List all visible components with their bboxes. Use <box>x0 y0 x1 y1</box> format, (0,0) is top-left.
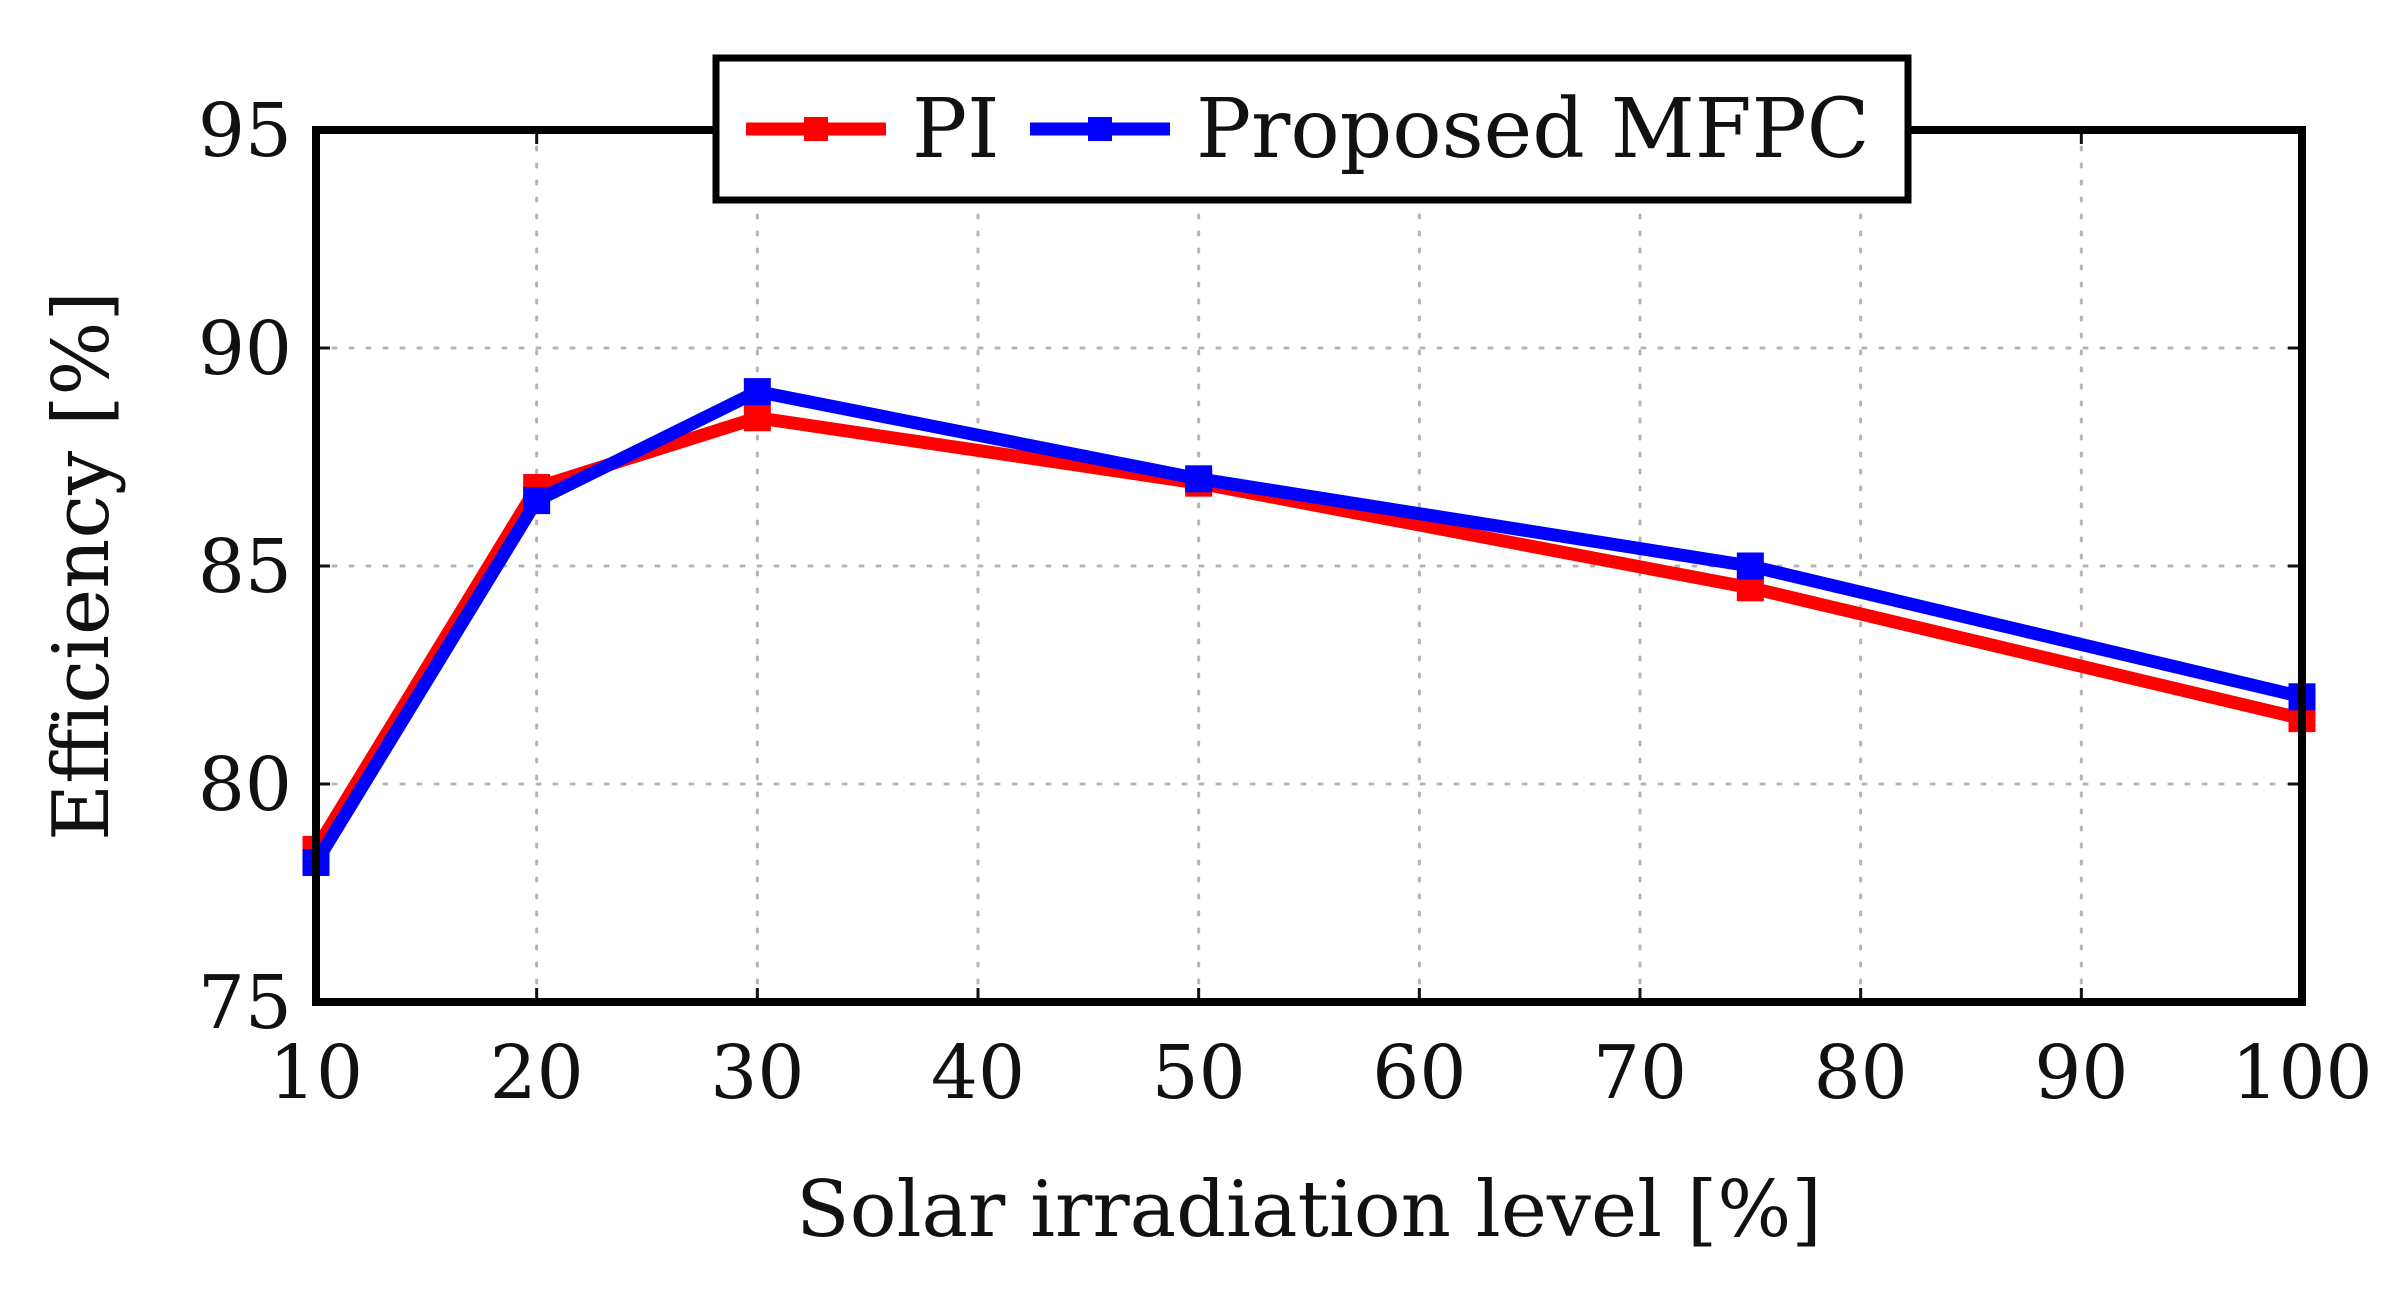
x-tick-label: 20 <box>490 1030 584 1116</box>
x-tick-label: 100 <box>2231 1030 2372 1116</box>
data-point <box>1736 552 1764 580</box>
x-tick-label: 50 <box>1152 1030 1246 1116</box>
x-tick-labels: 10 20 30 40 50 60 70 80 90 100 <box>269 1030 2373 1116</box>
y-tick-labels: 75 80 85 90 95 <box>198 88 292 1046</box>
legend-box <box>712 54 1912 204</box>
y-tick-label: 85 <box>198 524 292 610</box>
plot-area-frame <box>312 126 2306 1006</box>
y-tick-label: 95 <box>198 88 292 174</box>
grid <box>314 128 2304 1004</box>
series-group <box>302 378 2316 876</box>
data-point <box>743 404 771 432</box>
data-point <box>743 378 771 406</box>
x-axis-title: Solar irradiation level [%] <box>796 1165 1822 1255</box>
series-proposed-mfpc <box>302 378 2316 876</box>
data-point <box>523 487 551 515</box>
x-tick-label: 90 <box>2034 1030 2128 1116</box>
legend-swatch-marker <box>804 117 828 141</box>
x-tick-label: 80 <box>1814 1030 1908 1116</box>
x-tick-label: 40 <box>931 1030 1025 1116</box>
y-tick-label: 75 <box>198 960 292 1046</box>
y-axis-title: Efficiency [%] <box>37 291 127 841</box>
legend-entry: Proposed MFPC <box>1030 82 1870 177</box>
y-tick-label: 80 <box>198 742 292 828</box>
data-point <box>1185 465 1213 493</box>
series-line <box>310 385 2304 866</box>
x-tick-label: 70 <box>1593 1030 1687 1116</box>
y-tick-label: 90 <box>198 306 292 392</box>
legend-entries: PI Proposed MFPC <box>746 82 1870 177</box>
x-tick-label: 30 <box>710 1030 804 1116</box>
legend: PI Proposed MFPC <box>712 54 1912 204</box>
axis-ticks <box>314 128 2304 1004</box>
legend-swatch-marker <box>1088 117 1112 141</box>
series-line <box>310 411 2304 853</box>
legend-entry: PI <box>746 82 1000 177</box>
x-tick-label: 60 <box>1372 1030 1466 1116</box>
legend-label: PI <box>912 82 1000 177</box>
legend-label: Proposed MFPC <box>1196 82 1870 177</box>
x-tick-label: 10 <box>269 1030 363 1116</box>
